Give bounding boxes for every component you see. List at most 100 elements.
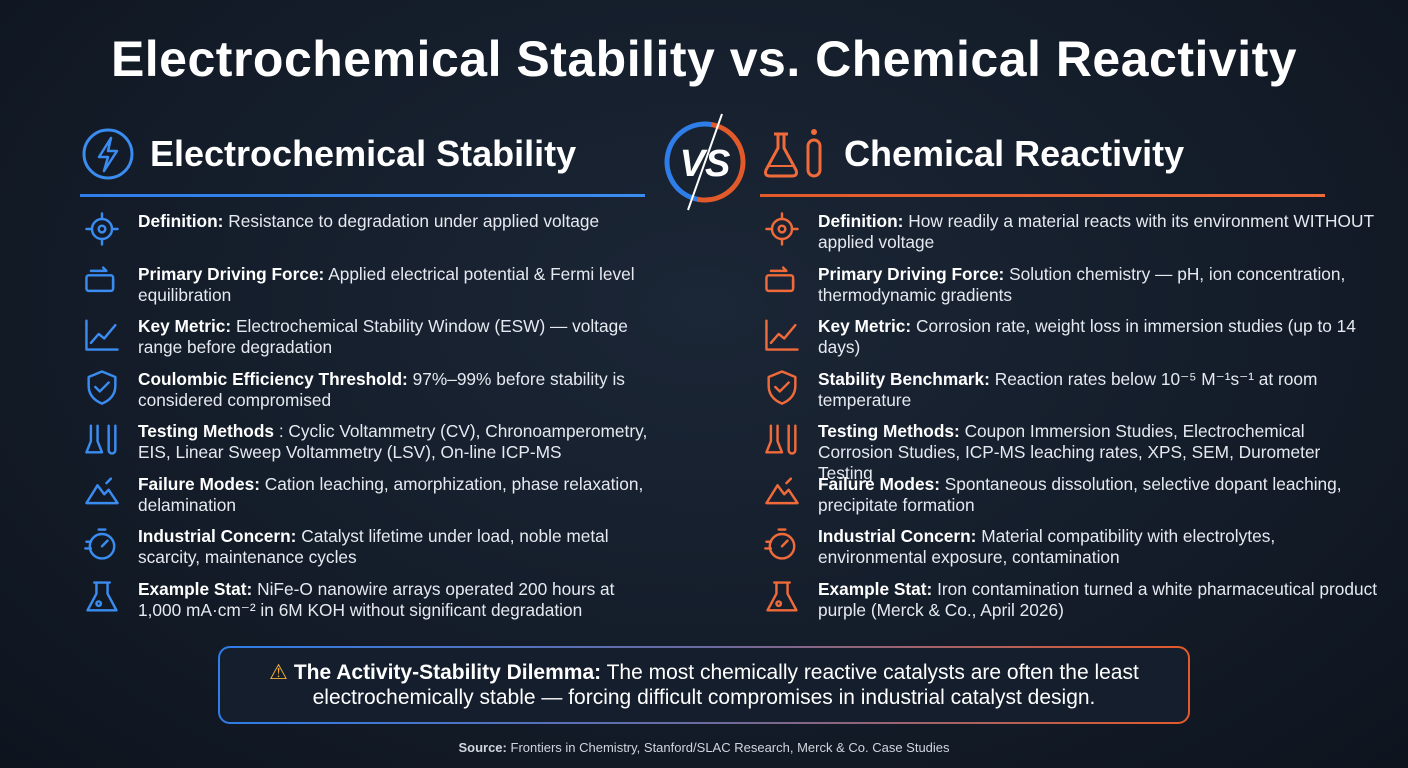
left-items: Definition: Resistance to degradation un… xyxy=(80,211,650,631)
item: Example Stat: Iron contamination turned … xyxy=(760,579,1380,632)
item-body: Key Metric: Corrosion rate, weight loss … xyxy=(818,316,1378,358)
item-label: Testing Methods xyxy=(138,421,275,441)
item-label: Example Stat: xyxy=(818,578,933,599)
item-text: Resistance to degradation under applied … xyxy=(228,211,600,231)
item-text: Catalyst lifetime under load, noble meta… xyxy=(138,526,609,567)
callout-box: ⚠ The Activity-Stability Dilemma: The mo… xyxy=(218,646,1190,724)
item-text: Material compatibility with electrolytes… xyxy=(818,526,1276,567)
item: Failure Modes: Cation leaching, amorphiz… xyxy=(80,474,650,527)
source-text: Frontiers in Chemistry, Stanford/SLAC Re… xyxy=(510,740,950,755)
item-label: Primary Driving Force: xyxy=(818,263,1005,284)
item: Testing Methods: Coupon Immersion Studie… xyxy=(760,421,1380,483)
item-text: Applied electrical potential & Fermi lev… xyxy=(138,263,635,305)
item: Definition: Resistance to degradation un… xyxy=(80,211,650,264)
item: Coulombic Efficiency Threshold: 97%–99% … xyxy=(80,369,650,422)
item: Primary Driving Force: Solution chemistr… xyxy=(760,264,1380,317)
left-rule xyxy=(80,194,645,197)
item: Industrial Concern: Material compatibili… xyxy=(760,526,1380,579)
item-body: Primary Driving Force: Applied electrica… xyxy=(138,264,650,306)
item-icon xyxy=(767,369,797,405)
right-header: Chemical Reactivity xyxy=(760,118,1380,194)
item-icon xyxy=(765,424,797,455)
item-body: Testing Methods : Cyclic Voltammetry (CV… xyxy=(138,421,650,463)
item-label: Industrial Concern: xyxy=(138,526,297,546)
item: Definition: How readily a material react… xyxy=(760,211,1380,264)
item-text: Solution chemistry — pH, ion concentrati… xyxy=(818,263,1346,305)
left-column: Electrochemical Stability Definition: Re… xyxy=(80,118,650,631)
item-body: Industrial Concern: Catalyst lifetime un… xyxy=(138,526,650,568)
item-icon xyxy=(85,212,119,246)
item-body: Stability Benchmark: Reaction rates belo… xyxy=(818,369,1378,411)
item-icon xyxy=(765,265,795,292)
vs-text: VS xyxy=(680,143,731,185)
item-label: Failure Modes: xyxy=(138,473,260,494)
item-body: Failure Modes: Spontaneous dissolution, … xyxy=(818,474,1378,516)
item-body: Coulombic Efficiency Threshold: 97%–99% … xyxy=(138,369,650,411)
title: Electrochemical Stability vs. Chemical R… xyxy=(110,31,1298,87)
item: Industrial Concern: Catalyst lifetime un… xyxy=(80,526,650,579)
item-label: Testing Methods: xyxy=(818,421,960,441)
item-text: NiFe-O nanowire arrays operated 200 hour… xyxy=(138,578,615,620)
item-body: Example Stat: Iron contamination turned … xyxy=(818,579,1378,621)
item-icon xyxy=(765,476,799,504)
item-label: Key Metric: xyxy=(138,316,232,336)
item-text: : Cyclic Voltammetry (CV), Chronoamperom… xyxy=(138,421,648,462)
item: Example Stat: NiFe-O nanowire arrays ope… xyxy=(80,579,650,632)
right-rule xyxy=(760,194,1325,197)
left-header: Electrochemical Stability xyxy=(80,118,650,194)
item-label: Example Stat: xyxy=(138,578,253,599)
item-text: Cation leaching, amorphization, phase re… xyxy=(138,473,644,515)
item-text: Coupon Immersion Studies, Electrochemica… xyxy=(818,421,1321,483)
warning-icon: ⚠ xyxy=(269,661,294,684)
right-items: Definition: How readily a material react… xyxy=(760,211,1380,631)
item-body: Industrial Concern: Material compatibili… xyxy=(818,526,1378,568)
flask-icon xyxy=(764,129,822,178)
item-body: Failure Modes: Cation leaching, amorphiz… xyxy=(138,474,650,516)
item-label: Industrial Concern: xyxy=(818,526,977,546)
right-heading: Chemical Reactivity xyxy=(844,133,1185,174)
item: Failure Modes: Spontaneous dissolution, … xyxy=(760,474,1380,527)
item-icon xyxy=(765,319,799,351)
vs-ring-orange xyxy=(664,121,746,203)
item-label: Failure Modes: xyxy=(818,473,940,494)
item-text: Spontaneous dissolution, selective dopan… xyxy=(818,473,1342,515)
item-icon xyxy=(87,369,117,405)
item-icon xyxy=(86,580,118,612)
item: Stability Benchmark: Reaction rates belo… xyxy=(760,369,1380,422)
item-body: Key Metric: Electrochemical Stability Wi… xyxy=(138,316,650,358)
vs-badge: VS xyxy=(664,113,746,211)
item-label: Definition: xyxy=(138,211,224,231)
source-line: Source: Frontiers in Chemistry, Stanford… xyxy=(0,740,1408,755)
item-text: How readily a material reacts with its e… xyxy=(818,211,1374,252)
callout-inner: ⚠ The Activity-Stability Dilemma: The mo… xyxy=(220,648,1188,722)
item-icon xyxy=(764,528,796,560)
item: Testing Methods : Cyclic Voltammetry (CV… xyxy=(80,421,650,474)
left-heading: Electrochemical Stability xyxy=(150,133,577,174)
item-body: Example Stat: NiFe-O nanowire arrays ope… xyxy=(138,579,650,621)
item-text: Electrochemical Stability Window (ESW) —… xyxy=(138,316,628,357)
item: Primary Driving Force: Applied electrica… xyxy=(80,264,650,317)
item-text: Iron contamination turned a white pharma… xyxy=(818,578,1378,620)
item-text: 97%–99% before stability is considered c… xyxy=(138,368,625,410)
item-icon xyxy=(765,212,799,246)
item: Key Metric: Electrochemical Stability Wi… xyxy=(80,316,650,369)
item: Key Metric: Corrosion rate, weight loss … xyxy=(760,316,1380,369)
source-label: Source: xyxy=(458,740,507,755)
item-text: Corrosion rate, weight loss in immersion… xyxy=(818,316,1356,357)
item-icon xyxy=(85,476,119,504)
item-label: Definition: xyxy=(818,211,904,231)
item-label: Key Metric: xyxy=(818,316,912,336)
callout-text: The most chemically reactive catalysts a… xyxy=(312,661,1139,709)
item-icon xyxy=(766,580,798,612)
item-icon xyxy=(85,424,117,455)
item-icon xyxy=(85,265,115,292)
item-body: Primary Driving Force: Solution chemistr… xyxy=(818,264,1378,306)
right-column: Chemical Reactivity Definition: How read… xyxy=(760,118,1380,631)
bolt-icon xyxy=(82,128,134,180)
item-text: Reaction rates below 10⁻⁵ M⁻¹s⁻¹ at room… xyxy=(818,368,1318,410)
callout-text-block: ⚠ The Activity-Stability Dilemma: The mo… xyxy=(260,660,1148,710)
item-body: Definition: How readily a material react… xyxy=(818,211,1378,253)
item-label: Primary Driving Force: xyxy=(138,263,325,284)
item-icon xyxy=(84,528,116,560)
